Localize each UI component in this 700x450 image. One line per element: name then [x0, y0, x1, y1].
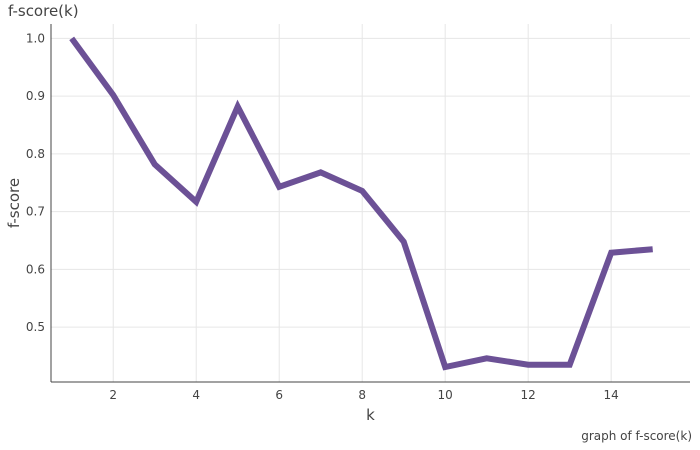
x-tick-label: 12	[521, 388, 536, 402]
y-tick-label: 0.8	[26, 147, 45, 161]
x-axis-label: k	[366, 406, 375, 424]
y-tick-label: 0.9	[26, 89, 45, 103]
y-tick-label: 0.7	[26, 205, 45, 219]
x-tick-label: 14	[604, 388, 619, 402]
x-tick-label: 6	[275, 388, 283, 402]
series-line	[69, 36, 653, 371]
x-tick-label: 4	[192, 388, 200, 402]
y-axis-label: f-score	[5, 178, 23, 228]
y-tick-label: 0.6	[26, 262, 45, 276]
chart-title: f-score(k)	[8, 2, 79, 20]
tick-labels: 2 4 6 8 10 12 14 0.5 0.6 0.7 0.8 0.9 1.0	[26, 31, 619, 402]
x-tick-label: 2	[109, 388, 117, 402]
x-tick-label: 8	[358, 388, 366, 402]
x-tick-label: 10	[438, 388, 453, 402]
series	[69, 36, 653, 371]
grid	[51, 24, 690, 382]
y-tick-label: 1.0	[26, 31, 45, 45]
chart-caption: graph of f-score(k)	[581, 429, 692, 443]
axes	[50, 24, 690, 383]
y-tick-label: 0.5	[26, 320, 45, 334]
